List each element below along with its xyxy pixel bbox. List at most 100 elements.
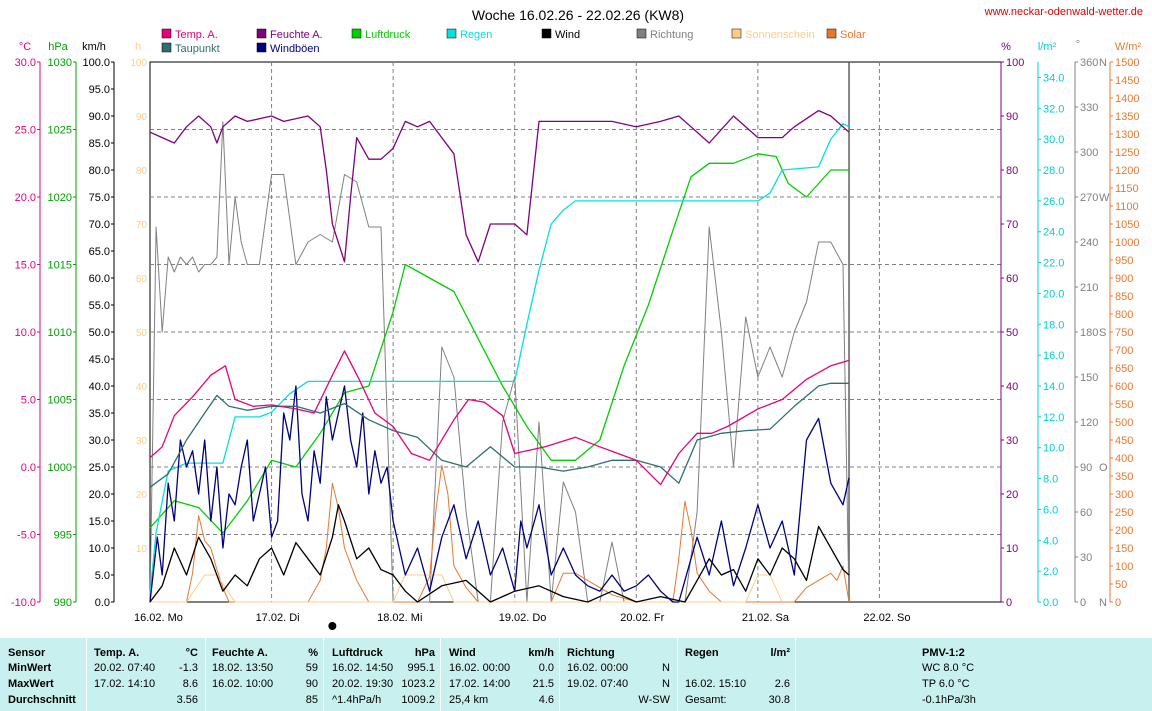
direction-avg-value: W-SW (638, 694, 670, 706)
direction-tick-label: 0 (1080, 597, 1086, 609)
direction-tick-label: 360 (1080, 57, 1098, 69)
direction-max-time: 19.02. 07:40 (567, 678, 629, 690)
rain-tick-label: 22.0 (1043, 258, 1064, 270)
humidity-max-time: 16.02. 10:00 (212, 678, 274, 690)
solar-tick-label: 400 (1115, 453, 1133, 465)
direction-compass-letter: N (1099, 57, 1107, 69)
humidity-min-value: 59 (305, 662, 318, 674)
rain-tick-label: 10.0 (1043, 443, 1064, 455)
sun-tick-label: 100 (130, 58, 147, 69)
rain-tick-label: 28.0 (1043, 165, 1064, 177)
temp-avg-value: 3.56 (176, 694, 198, 706)
header-pressure-unit: hPa (414, 647, 435, 659)
wind-tick-label: 70.0 (89, 219, 110, 231)
legend-label: Regen (460, 29, 492, 41)
pressure-min-value: 995.1 (407, 662, 435, 674)
temp-tick-label: -10.0 (11, 597, 36, 609)
solar-tick-label: 1250 (1115, 147, 1139, 159)
direction-compass-letter: S (1099, 327, 1106, 339)
rain-total-value: 30.8 (768, 694, 790, 706)
solar-tick-label: 500 (1115, 417, 1133, 429)
humidity-tick-label: 100 (1006, 57, 1024, 69)
temp-tick-label: 20.0 (15, 192, 36, 204)
wind-max-value: 21.5 (532, 678, 554, 690)
wind-tick-label: 20.0 (89, 489, 110, 501)
rain-tick-label: 18.0 (1043, 319, 1064, 331)
rain-max-time: 16.02. 15:10 (685, 678, 747, 690)
sun-tick-label: 10 (136, 544, 148, 555)
sun-tick-label: 70 (136, 220, 148, 231)
rain-tick-label: 24.0 (1043, 227, 1064, 239)
row-label-avg: Durchschnitt (8, 694, 76, 706)
wind-tick-label: 30.0 (89, 435, 110, 447)
pressure-tick-label: 1020 (48, 192, 72, 204)
humidity-tick-label: 60 (1006, 273, 1018, 285)
direction-tick-label: 330 (1080, 102, 1098, 114)
solar-tick-label: 1100 (1115, 201, 1139, 213)
temp-tick-label: -5.0 (17, 530, 36, 542)
solar-tick-label: 850 (1115, 291, 1133, 303)
legend-label: Temp. A. (175, 29, 218, 41)
humidity-tick-label: 90 (1006, 111, 1018, 123)
wind-min-time: 16.02. 00:00 (449, 662, 511, 674)
row-label-max: MaxWert (8, 678, 54, 690)
wind-tick-label: 45.0 (89, 354, 110, 366)
wind-tick-label: 50.0 (89, 327, 110, 339)
legend-label: Windböen (270, 43, 320, 55)
pressure-unit-label: hPa (48, 41, 68, 53)
col-pressure: Luftdruck hPa 16.02. 14:50 995.1 20.02. … (323, 638, 441, 711)
sun-tick-label: 80 (136, 166, 148, 177)
rain-tick-label: 2.0 (1043, 566, 1058, 578)
solar-tick-label: 650 (1115, 363, 1133, 375)
pmv-dew-point: TP 6.0 °C (922, 678, 970, 690)
temp-min-time: 20.02. 07:40 (94, 662, 156, 674)
direction-tick-label: 180 (1080, 327, 1098, 339)
legend-swatch (636, 28, 647, 39)
humidity-tick-label: 0 (1006, 597, 1012, 609)
rain-tick-label: 6.0 (1043, 504, 1058, 516)
solar-tick-label: 750 (1115, 327, 1133, 339)
solar-tick-label: 550 (1115, 399, 1133, 411)
site-link[interactable]: www.neckar-odenwald-wetter.de (984, 6, 1143, 18)
rain-tick-label: 0.0 (1043, 597, 1058, 609)
pressure-tick-label: 1015 (48, 260, 72, 272)
sun-tick-label: 60 (136, 274, 148, 285)
header-sensor: Sensor (8, 647, 46, 659)
legend-swatch (256, 28, 267, 39)
rain-tick-label: 32.0 (1043, 103, 1064, 115)
wind-tick-label: 100.0 (82, 57, 110, 69)
temp-unit-label: °C (19, 41, 31, 53)
wind-tick-label: 10.0 (89, 543, 110, 555)
direction-max-value: N (662, 678, 670, 690)
solar-tick-label: 50 (1115, 579, 1127, 591)
pmv-wind-chill: WC 8.0 °C (922, 662, 975, 674)
humidity-tick-label: 30 (1006, 435, 1018, 447)
temp-tick-label: 30.0 (15, 57, 36, 69)
direction-min-value: N (662, 662, 670, 674)
pressure-tick-label: 1010 (48, 327, 72, 339)
wind-tick-label: 15.0 (89, 516, 110, 528)
pressure-tick-label: 1005 (48, 395, 72, 407)
temp-tick-label: 0.0 (21, 462, 36, 474)
chart-axes: 16.02. Mo 17.02. Di 18.02. Mi 19.02. Do 20.0… (11, 39, 1141, 630)
solar-tick-label: 1150 (1115, 183, 1139, 195)
wind-tick-label: 0.0 (95, 597, 110, 609)
header-temp: Temp. A. (94, 647, 140, 659)
temp-tick-label: 15.0 (15, 260, 36, 272)
humidity-min-time: 18.02. 13:50 (212, 662, 274, 674)
solar-tick-label: 1200 (1115, 165, 1139, 177)
legend-label: Sonnenschein (745, 29, 815, 41)
legend-swatch (351, 28, 362, 39)
header-direction: Richtung (567, 647, 615, 659)
humidity-avg-value: 85 (305, 694, 318, 706)
humidity-tick-label: 50 (1006, 327, 1018, 339)
solar-tick-label: 1000 (1115, 237, 1139, 249)
wind-tick-label: 80.0 (89, 165, 110, 177)
pressure-avg-value: 1009.2 (401, 694, 435, 706)
solar-tick-label: 200 (1115, 525, 1133, 537)
rain-tick-label: 26.0 (1043, 196, 1064, 208)
rain-tick-label: 12.0 (1043, 412, 1064, 424)
legend-label: Luftdruck (365, 29, 411, 41)
col-humidity: Feuchte A. % 18.02. 13:50 59 16.02. 10:0… (205, 638, 324, 711)
temp-tick-label: 25.0 (15, 125, 36, 137)
